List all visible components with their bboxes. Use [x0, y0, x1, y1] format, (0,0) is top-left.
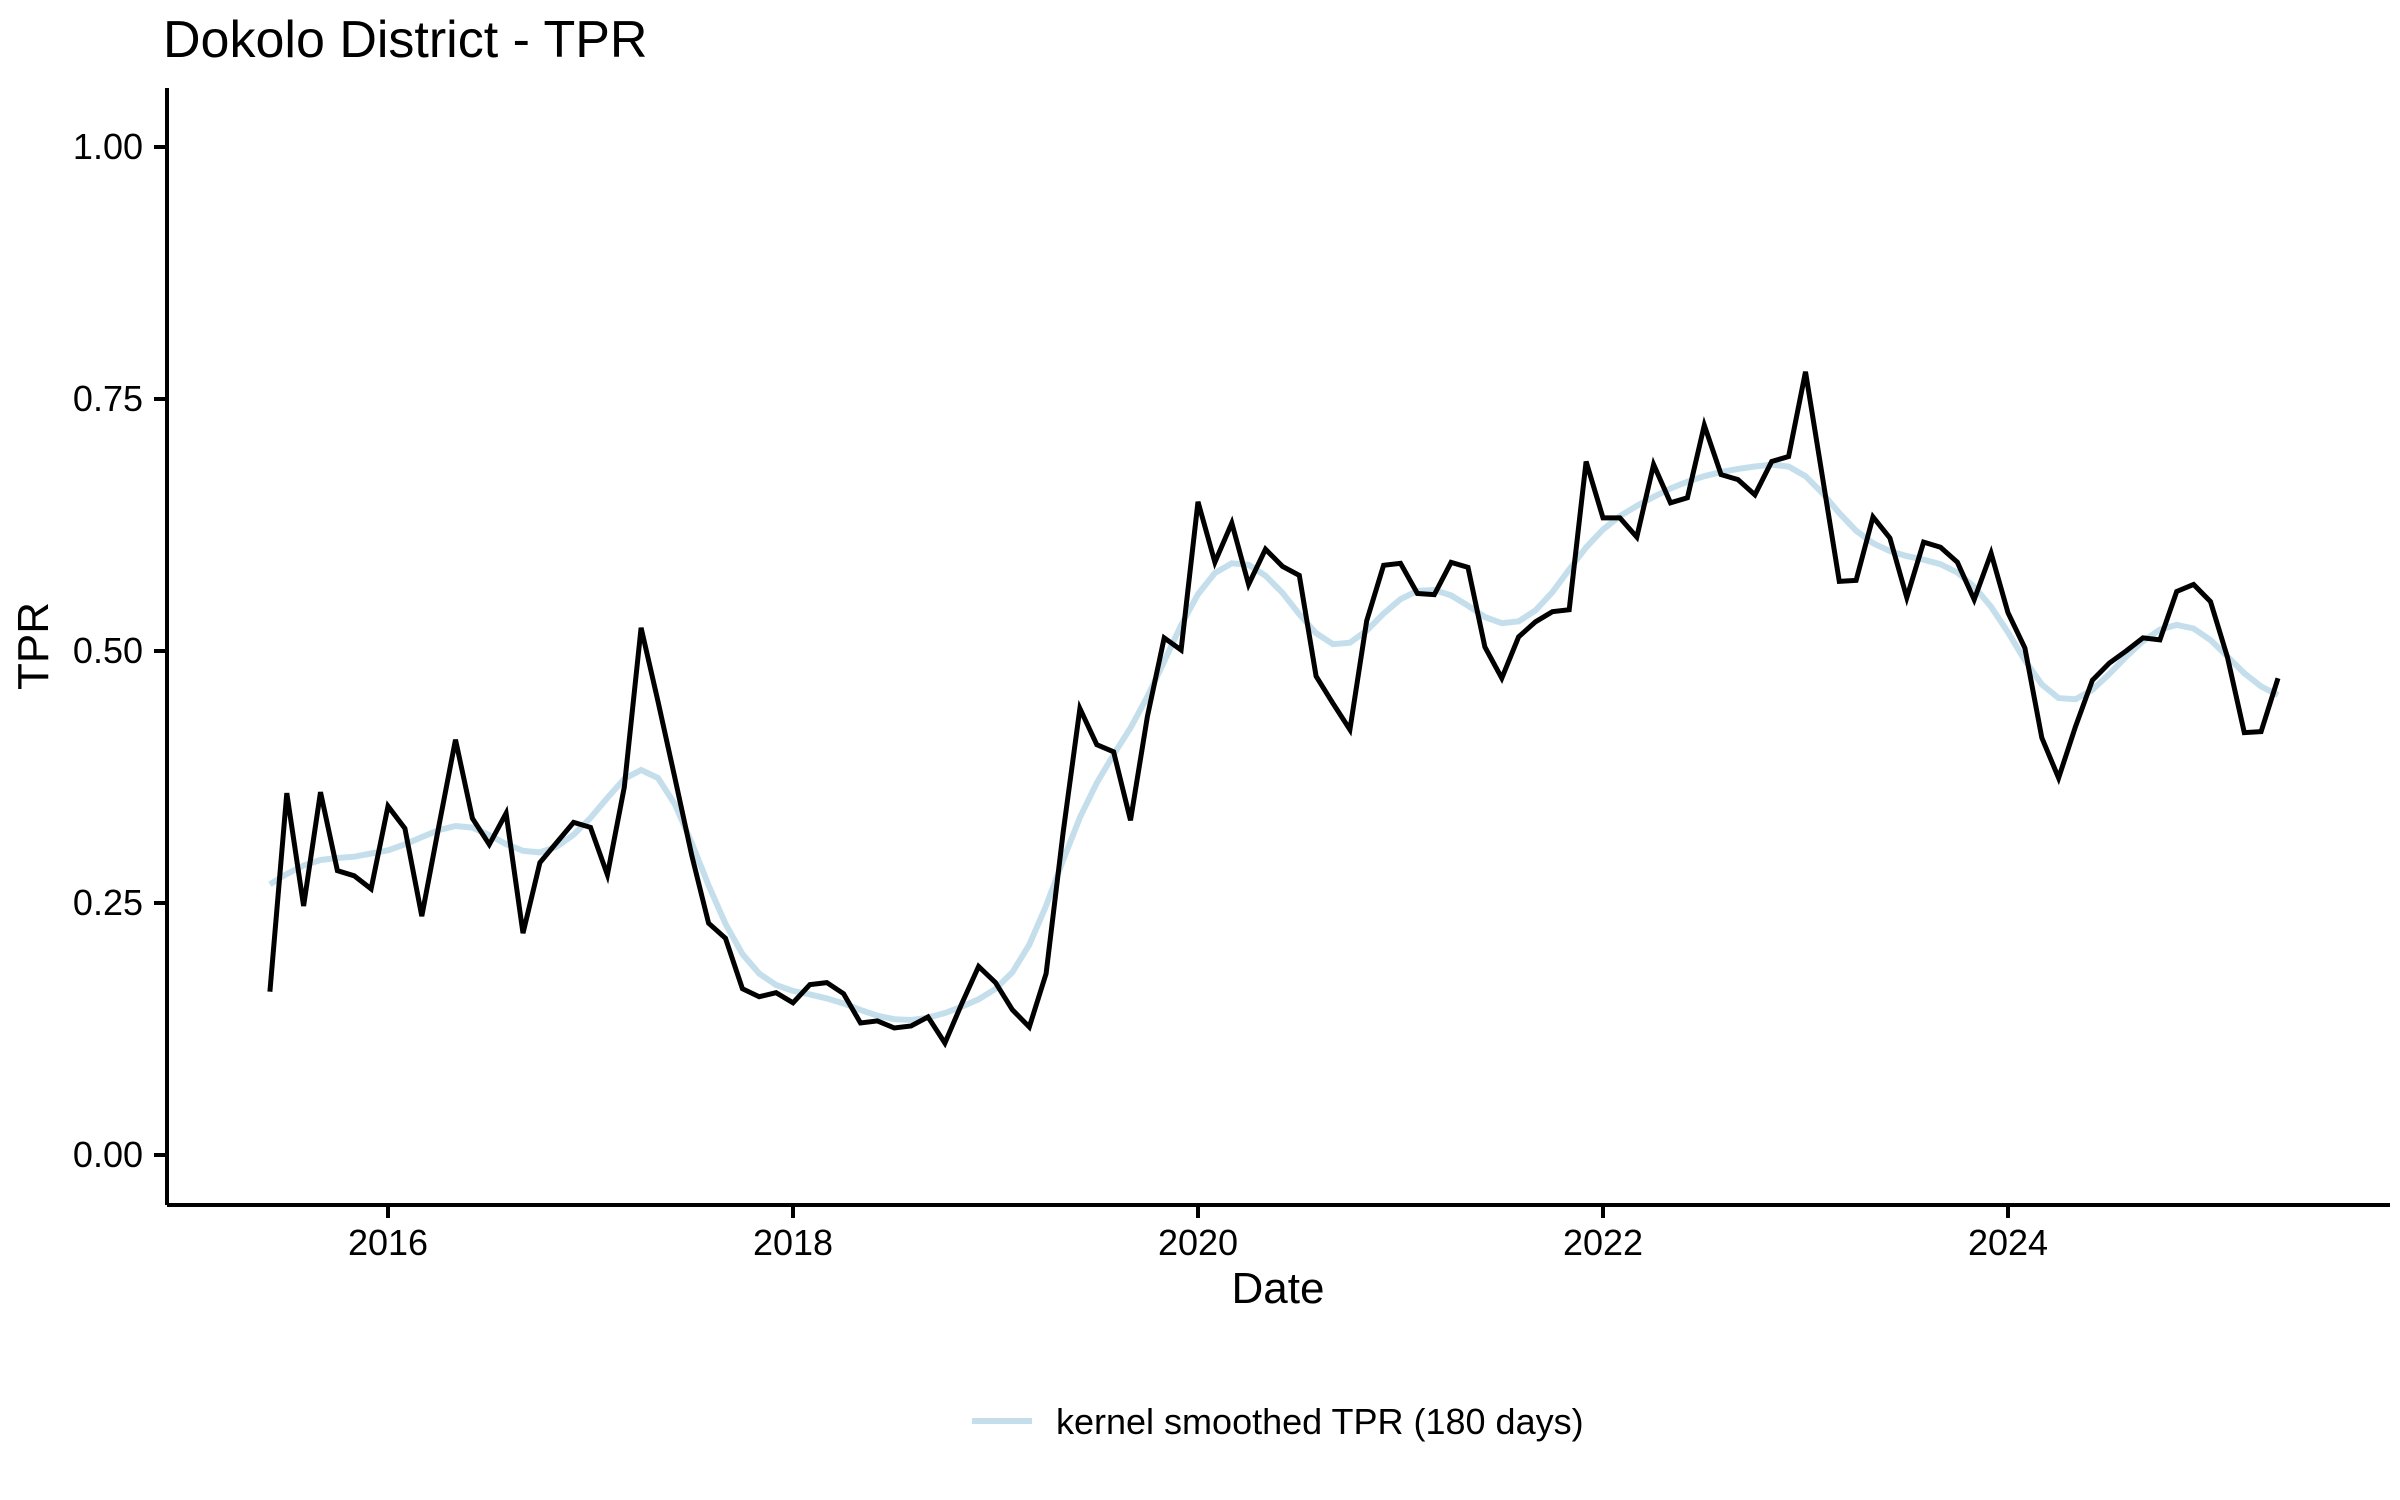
legend-label: kernel smoothed TPR (180 days)	[1056, 1401, 1584, 1442]
x-tick-label: 2020	[1158, 1222, 1238, 1263]
chart-title: Dokolo District - TPR	[163, 11, 647, 69]
y-axis-ticks: 0.00 0.25 0.50 0.75 1.00	[73, 126, 167, 1175]
y-tick-label: 0.75	[73, 378, 143, 419]
x-tick-label: 2024	[1968, 1222, 2048, 1263]
kernel-smoothed-line	[268, 461, 2280, 1024]
x-tick-label: 2022	[1563, 1222, 1643, 1263]
x-tick-label: 2018	[753, 1222, 833, 1263]
y-axis-title: TPR	[9, 602, 58, 690]
legend: kernel smoothed TPR (180 days)	[972, 1401, 1584, 1442]
y-tick-label: 1.00	[73, 126, 143, 167]
y-tick-label: 0.25	[73, 882, 143, 923]
x-axis-title: Date	[1232, 1264, 1325, 1313]
raw-tpr-line	[267, 371, 2281, 1049]
y-tick-label: 0.50	[73, 630, 143, 671]
y-tick-label: 0.00	[73, 1134, 143, 1175]
x-axis-ticks: 2016 2018 2020 2022 2024	[348, 1205, 2048, 1263]
x-tick-label: 2016	[348, 1222, 428, 1263]
